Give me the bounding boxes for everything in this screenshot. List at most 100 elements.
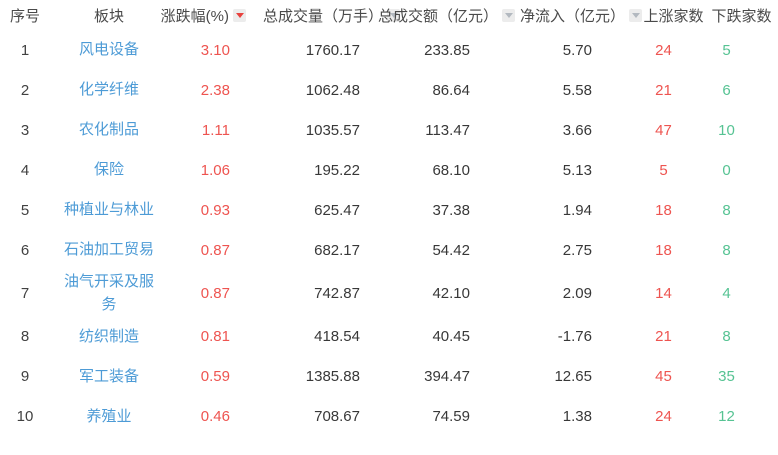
total-turnover-cell: 113.47 — [425, 121, 470, 139]
header-volume[interactable]: 总成交量（万手） — [246, 0, 400, 30]
down-count-cell: 8 — [722, 328, 731, 345]
sector-cell: 军工装备 — [50, 357, 168, 397]
total-turnover-cell: 40.45 — [432, 328, 470, 345]
rank-cell: 7 — [20, 284, 30, 302]
total-turnover-cell: 74.59 — [432, 408, 470, 425]
sector-cell: 养殖业 — [50, 397, 168, 437]
header-inflow-label: 净流入（亿元） — [519, 7, 625, 25]
sector-link[interactable]: 养殖业 — [86, 407, 132, 425]
total-turnover-cell: 233.85 — [424, 41, 470, 59]
total-turnover-cell: 86.64 — [432, 81, 470, 99]
table-row: 7 油气开采及服务 0.87 742.87 42.10 2.09 14 4 — [0, 270, 778, 317]
total-turnover-cell: 68.10 — [432, 161, 470, 179]
rank-cell: 10 — [16, 408, 34, 425]
net-inflow-cell: 3.66 — [562, 121, 592, 139]
rank-cell: 4 — [20, 161, 30, 179]
up-count-cell: 24 — [655, 41, 672, 59]
net-inflow-cell: 12.65 — [554, 368, 592, 385]
table-header-row: 序号 板块 涨跌幅(%) 总成交量（万手） — [0, 0, 778, 30]
total-turnover-cell: 42.10 — [432, 284, 470, 302]
rank-cell: 3 — [20, 121, 30, 139]
sector-cell: 石油加工贸易 — [50, 230, 168, 270]
rank-cell: 5 — [20, 201, 30, 219]
header-change[interactable]: 涨跌幅(%) — [161, 0, 246, 30]
sector-cell: 种植业与林业 — [50, 190, 168, 230]
sort-turnover-button[interactable] — [502, 8, 515, 22]
table-row: 2 化学纤维 2.38 1062.48 86.64 5.58 21 6 — [0, 70, 778, 110]
header-turnover[interactable]: 总成交额（亿元） — [378, 0, 515, 30]
net-inflow-cell: 5.13 — [562, 161, 592, 179]
total-turnover-cell: 54.42 — [432, 241, 470, 259]
rank-cell: 8 — [20, 328, 30, 345]
sector-link[interactable]: 风电设备 — [78, 41, 139, 59]
total-volume-cell: 1062.48 — [305, 81, 360, 99]
header-sector: 板块 — [93, 7, 124, 25]
change-percent-cell: 2.38 — [200, 81, 230, 99]
sector-link[interactable]: 化学纤维 — [78, 81, 139, 99]
total-volume-cell: 708.67 — [314, 408, 360, 425]
down-count-cell: 4 — [722, 284, 731, 302]
sort-inflow-button[interactable] — [629, 8, 642, 22]
sector-link[interactable]: 种植业与林业 — [63, 201, 154, 219]
sort-volume-button[interactable] — [387, 8, 400, 22]
net-inflow-cell: 1.38 — [562, 408, 592, 425]
table-row: 4 保险 1.06 195.22 68.10 5.13 5 0 — [0, 150, 778, 190]
sector-link[interactable]: 农化制品 — [78, 121, 139, 139]
change-percent-cell: 0.87 — [200, 241, 230, 259]
change-percent-cell: 0.81 — [200, 328, 230, 345]
sort-triangle-gray-icon — [504, 12, 513, 18]
net-inflow-cell: 5.58 — [562, 81, 592, 99]
sort-desc-active-button[interactable] — [233, 8, 246, 22]
sector-link[interactable]: 纺织制造 — [78, 327, 139, 345]
change-percent-cell: 1.11 — [201, 121, 230, 139]
sector-cell: 纺织制造 — [50, 317, 168, 357]
down-count-cell: 0 — [722, 161, 731, 179]
up-count-cell: 5 — [659, 161, 668, 179]
sector-cell: 保险 — [50, 150, 168, 190]
change-percent-cell: 3.10 — [200, 41, 230, 59]
total-volume-cell: 1035.57 — [305, 121, 360, 139]
header-turnover-label: 总成交额（亿元） — [377, 7, 498, 25]
total-turnover-cell: 394.47 — [424, 368, 470, 385]
total-volume-cell: 418.54 — [314, 328, 360, 345]
table-body: 1 风电设备 3.10 1760.17 233.85 5.70 24 5 2 化… — [0, 30, 778, 437]
table-row: 8 纺织制造 0.81 418.54 40.45 -1.76 21 8 — [0, 317, 778, 357]
change-percent-cell: 0.87 — [200, 284, 230, 302]
table-row: 6 石油加工贸易 0.87 682.17 54.42 2.75 18 8 — [0, 230, 778, 270]
sector-link[interactable]: 保险 — [93, 161, 124, 179]
sector-cell: 化学纤维 — [50, 70, 168, 110]
up-count-cell: 21 — [655, 328, 672, 345]
change-percent-cell: 0.93 — [200, 201, 230, 219]
sector-cell: 风电设备 — [50, 30, 168, 70]
sector-link[interactable]: 军工装备 — [78, 367, 139, 385]
header-volume-label: 总成交量（万手） — [262, 7, 383, 25]
total-volume-cell: 742.87 — [314, 284, 360, 302]
table-row: 9 军工装备 0.59 1385.88 394.47 12.65 45 35 — [0, 357, 778, 397]
up-count-cell: 18 — [655, 201, 672, 219]
up-count-cell: 18 — [655, 241, 672, 259]
up-count-cell: 21 — [655, 81, 672, 99]
down-count-cell: 10 — [718, 121, 735, 139]
sector-ranking-table: 序号 板块 涨跌幅(%) 总成交量（万手） — [0, 0, 778, 437]
sector-link[interactable]: 油气开采及服务 — [63, 273, 154, 314]
down-count-cell: 5 — [722, 41, 731, 59]
down-count-cell: 6 — [722, 81, 731, 99]
up-count-cell: 14 — [655, 284, 672, 302]
down-count-cell: 12 — [718, 408, 735, 425]
net-inflow-cell: 2.75 — [562, 241, 592, 259]
sort-triangle-gray-icon — [389, 12, 398, 18]
sort-triangle-gray-icon — [631, 12, 640, 18]
net-inflow-cell: -1.76 — [557, 328, 592, 345]
total-volume-cell: 195.22 — [314, 161, 360, 179]
table-row: 1 风电设备 3.10 1760.17 233.85 5.70 24 5 — [0, 30, 778, 70]
down-count-cell: 8 — [722, 201, 731, 219]
total-volume-cell: 682.17 — [314, 241, 360, 259]
sector-link[interactable]: 石油加工贸易 — [63, 241, 154, 259]
sector-cell: 油气开采及服务 — [50, 270, 168, 317]
header-inflow[interactable]: 净流入（亿元） — [515, 0, 642, 30]
down-count-cell: 8 — [722, 241, 731, 259]
sector-ranking-panel: 序号 板块 涨跌幅(%) 总成交量（万手） — [0, 0, 778, 437]
total-volume-cell: 1760.17 — [305, 41, 360, 59]
net-inflow-cell: 1.94 — [562, 201, 592, 219]
net-inflow-cell: 2.09 — [562, 284, 592, 302]
